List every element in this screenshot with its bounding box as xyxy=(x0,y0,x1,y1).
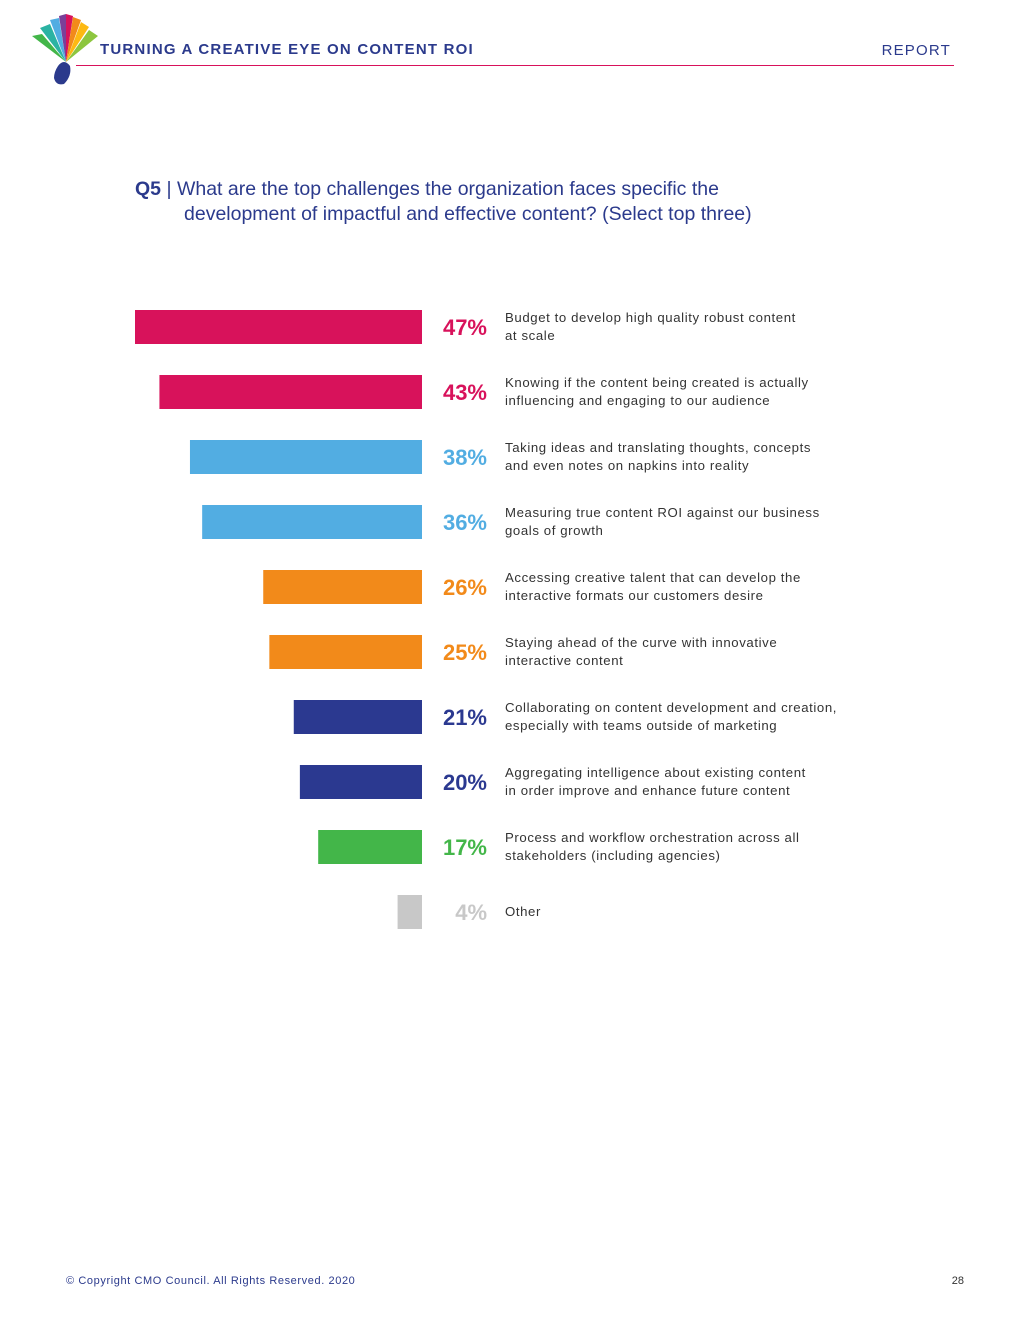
report-title: TURNING A CREATIVE EYE ON CONTENT ROI xyxy=(100,41,474,58)
value-label-9: 17% xyxy=(443,835,487,860)
cmo-council-logo-icon xyxy=(32,14,98,85)
category-label-line: and even notes on napkins into reality xyxy=(505,458,750,473)
value-label-5: 26% xyxy=(443,575,487,600)
category-label-line: Other xyxy=(505,904,541,919)
category-label-2: Knowing if the content being created is … xyxy=(505,374,905,410)
bar-9 xyxy=(318,830,422,864)
category-label-line: Staying ahead of the curve with innovati… xyxy=(505,635,778,650)
question-heading: Q5 | What are the top challenges the org… xyxy=(135,177,895,227)
bar-2 xyxy=(159,375,422,409)
category-label-4: Measuring true content ROI against our b… xyxy=(505,504,905,540)
category-label-line: interactive content xyxy=(505,653,624,668)
bar-6 xyxy=(269,635,422,669)
bar-4 xyxy=(202,505,422,539)
category-label-9: Process and workflow orchestration acros… xyxy=(505,829,905,865)
value-label-1: 47% xyxy=(443,315,487,340)
category-label-line: stakeholders (including agencies) xyxy=(505,848,721,863)
bar-5 xyxy=(263,570,422,604)
category-label-line: Aggregating intelligence about existing … xyxy=(505,765,806,780)
category-label-line: Taking ideas and translating thoughts, c… xyxy=(505,440,812,455)
bar-10 xyxy=(397,895,422,929)
category-label-8: Aggregating intelligence about existing … xyxy=(505,764,905,800)
section-label: REPORT xyxy=(881,42,951,59)
header-divider xyxy=(76,65,954,66)
value-label-10: 4% xyxy=(455,900,487,925)
bar-8 xyxy=(299,765,422,799)
value-label-4: 36% xyxy=(443,510,487,535)
category-label-10: Other xyxy=(505,903,905,921)
question-text-line1: What are the top challenges the organiza… xyxy=(176,178,719,200)
page-number: 28 xyxy=(951,1275,964,1287)
category-label-line: Budget to develop high quality robust co… xyxy=(505,310,796,325)
category-label-line: Collaborating on content development and… xyxy=(505,700,838,715)
value-label-8: 20% xyxy=(443,770,487,795)
category-label-line: influencing and engaging to our audience xyxy=(505,393,771,408)
value-label-2: 43% xyxy=(443,380,487,405)
bar-3 xyxy=(189,440,422,474)
category-label-line: Accessing creative talent that can devel… xyxy=(505,570,801,585)
category-label-line: especially with teams outside of marketi… xyxy=(505,718,778,733)
value-label-7: 21% xyxy=(443,705,487,730)
category-label-6: Staying ahead of the curve with innovati… xyxy=(505,634,905,670)
bar-1 xyxy=(135,310,422,344)
category-label-3: Taking ideas and translating thoughts, c… xyxy=(505,439,905,475)
value-label-3: 38% xyxy=(443,445,487,470)
category-label-1: Budget to develop high quality robust co… xyxy=(505,309,905,345)
category-label-7: Collaborating on content development and… xyxy=(505,699,905,735)
question-number: Q5 xyxy=(135,178,162,200)
copyright-notice: © Copyright CMO Council. All Rights Rese… xyxy=(66,1275,356,1287)
bar-7 xyxy=(293,700,422,734)
category-label-line: goals of growth xyxy=(505,523,604,538)
category-label-line: Measuring true content ROI against our b… xyxy=(505,505,820,520)
category-label-line: interactive formats our customers desire xyxy=(505,588,764,603)
category-label-line: Knowing if the content being created is … xyxy=(505,375,809,390)
question-separator: | xyxy=(166,178,172,200)
category-label-line: Process and workflow orchestration acros… xyxy=(505,830,800,845)
question-text-line2: development of impactful and effective c… xyxy=(184,203,752,225)
value-label-6: 25% xyxy=(443,640,487,665)
category-label-line: at scale xyxy=(505,328,556,343)
category-label-5: Accessing creative talent that can devel… xyxy=(505,569,905,605)
category-label-line: in order improve and enhance future cont… xyxy=(505,783,791,798)
